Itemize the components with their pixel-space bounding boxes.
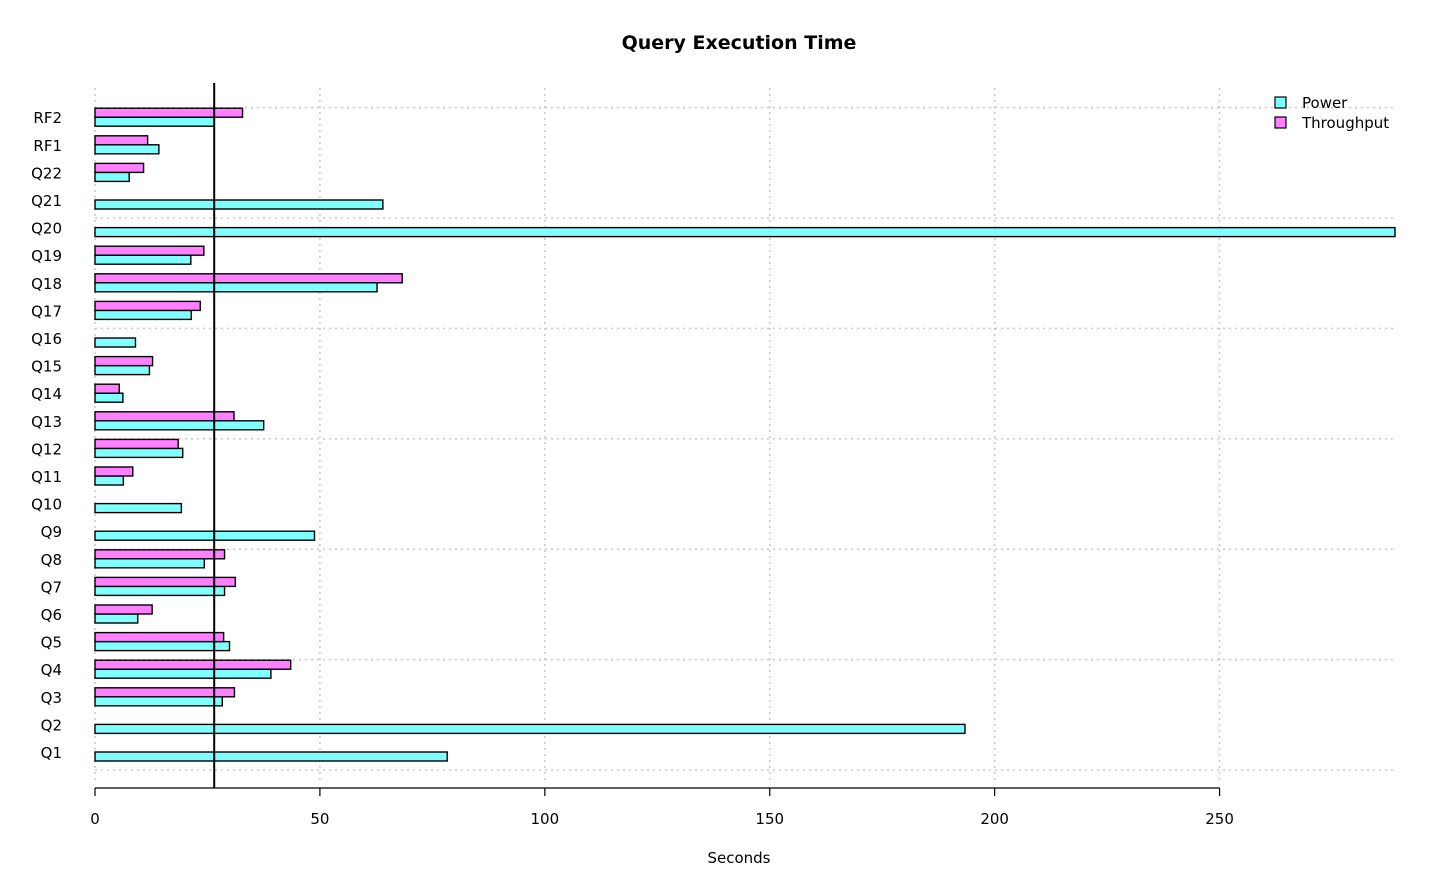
bar-throughput-q15: [94, 355, 154, 367]
category-label-q9: Q9: [41, 523, 62, 541]
x-tick-label: 200: [980, 810, 1009, 828]
bar-throughput-q22: [94, 162, 145, 174]
legend-swatch-power: [1274, 96, 1287, 109]
x-tick-label: 250: [1205, 810, 1234, 828]
bars: [94, 83, 1396, 788]
category-label-q21: Q21: [31, 192, 62, 210]
bar-power-q21: [94, 199, 384, 210]
bar-power-q5: [94, 640, 231, 652]
category-label-q8: Q8: [41, 551, 62, 569]
category-labels: Q1 Q2 Q3 Q4 Q5 Q6 Q7 Q8 Q9 Q10 Q11 Q12 Q13 Q14 Q15 Q16 Q…: [31, 109, 62, 762]
category-label-q3: Q3: [41, 689, 62, 707]
bar-power-q12: [94, 447, 184, 459]
bar-throughput-q3: [94, 687, 236, 698]
category-label-q10: Q10: [31, 496, 62, 514]
category-label-q16: Q16: [31, 330, 62, 348]
x-axis-label: Seconds: [707, 849, 770, 867]
category-label-q19: Q19: [31, 247, 62, 265]
bar-power-rf2: [94, 116, 215, 127]
category-label-q11: Q11: [31, 468, 62, 486]
category-label-q1: Q1: [41, 744, 62, 762]
x-axis: 0 50 100 150 200 250: [90, 787, 1234, 828]
bar-throughput-q5: [94, 631, 225, 643]
x-tick-label: 100: [531, 810, 560, 828]
category-label-q12: Q12: [31, 440, 62, 458]
chart-title: Query Execution Time: [622, 32, 857, 54]
bar-power-q7: [94, 585, 226, 597]
legend-label-power: Power: [1302, 94, 1348, 112]
category-label-q20: Q20: [31, 220, 62, 238]
category-label-q17: Q17: [31, 302, 62, 320]
category-label-q4: Q4: [41, 661, 62, 679]
bar-power-q20: [94, 226, 1396, 238]
bar-throughput-q12: [94, 438, 179, 450]
category-label-q13: Q13: [31, 413, 62, 431]
bar-power-q13: [94, 420, 265, 431]
category-label-q7: Q7: [41, 578, 62, 596]
category-label-q14: Q14: [31, 385, 62, 403]
bar-throughput-q11: [94, 466, 134, 477]
bar-power-rf1: [94, 144, 160, 155]
bar-throughput-q19: [94, 245, 205, 256]
legend: Power Throughput: [1274, 94, 1389, 132]
category-label-q6: Q6: [41, 606, 62, 624]
x-tick-label: 150: [755, 810, 784, 828]
bar-power-q9: [94, 530, 316, 541]
category-label-rf1: RF1: [33, 137, 62, 155]
bar-throughput-q7: [94, 576, 237, 588]
bar-power-q22: [94, 171, 130, 183]
legend-swatch-throughput: [1274, 116, 1287, 129]
bar-power-q2: [94, 723, 966, 735]
bar-throughput-q17: [94, 300, 201, 312]
bar-power-q19: [94, 254, 192, 265]
bar-throughput-q8: [94, 549, 226, 560]
bar-power-q4: [94, 668, 272, 679]
bar-throughput-rf1: [94, 135, 149, 146]
x-tick-label: 0: [90, 810, 100, 828]
bar-power-q10: [94, 502, 183, 514]
bar-throughput-q14: [94, 383, 120, 394]
bar-throughput-q4: [94, 659, 292, 670]
bar-throughput-rf2: [94, 107, 244, 118]
category-label-q18: Q18: [31, 275, 62, 293]
category-label-q15: Q15: [31, 358, 62, 376]
bar-power-q6: [94, 613, 139, 624]
bar-power-q1: [94, 751, 448, 762]
bar-power-q8: [94, 558, 206, 569]
bar-power-q3: [94, 696, 224, 707]
bar-throughput-q6: [94, 604, 153, 615]
bar-power-q14: [94, 392, 124, 403]
bar-throughput-q13: [94, 411, 235, 422]
bar-power-q11: [94, 475, 125, 486]
category-label-q22: Q22: [31, 164, 62, 182]
legend-label-throughput: Throughput: [1301, 114, 1389, 132]
bar-throughput-q18: [94, 273, 403, 284]
bar-power-q15: [94, 364, 151, 376]
category-label-rf2: RF2: [33, 109, 62, 127]
bar-power-q16: [94, 337, 137, 348]
x-tick-label: 50: [310, 810, 329, 828]
bar-power-q17: [94, 309, 192, 321]
bar-power-q18: [94, 282, 378, 293]
category-label-q5: Q5: [41, 634, 62, 652]
grid-lines: [94, 88, 1395, 780]
category-label-q2: Q2: [41, 716, 62, 734]
